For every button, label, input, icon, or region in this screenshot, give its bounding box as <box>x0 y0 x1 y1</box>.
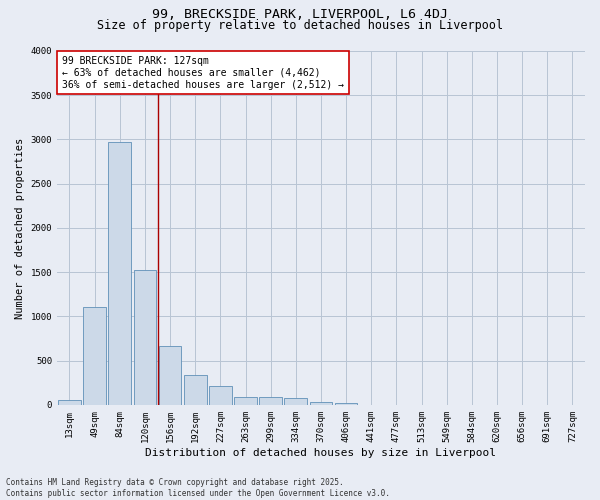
Bar <box>310 402 332 405</box>
Y-axis label: Number of detached properties: Number of detached properties <box>15 138 25 318</box>
Bar <box>134 270 156 405</box>
Bar <box>209 386 232 405</box>
Bar <box>159 346 181 405</box>
Text: 99 BRECKSIDE PARK: 127sqm
← 63% of detached houses are smaller (4,462)
36% of se: 99 BRECKSIDE PARK: 127sqm ← 63% of detac… <box>62 56 344 90</box>
Text: 99, BRECKSIDE PARK, LIVERPOOL, L6 4DJ: 99, BRECKSIDE PARK, LIVERPOOL, L6 4DJ <box>152 8 448 20</box>
Bar <box>234 397 257 405</box>
Text: Contains HM Land Registry data © Crown copyright and database right 2025.
Contai: Contains HM Land Registry data © Crown c… <box>6 478 390 498</box>
Bar <box>58 400 81 405</box>
Bar <box>335 403 358 405</box>
Bar <box>83 306 106 405</box>
X-axis label: Distribution of detached houses by size in Liverpool: Distribution of detached houses by size … <box>145 448 496 458</box>
Bar <box>259 397 282 405</box>
Bar <box>284 398 307 405</box>
Bar <box>109 142 131 405</box>
Text: Size of property relative to detached houses in Liverpool: Size of property relative to detached ho… <box>97 18 503 32</box>
Bar <box>184 375 206 405</box>
